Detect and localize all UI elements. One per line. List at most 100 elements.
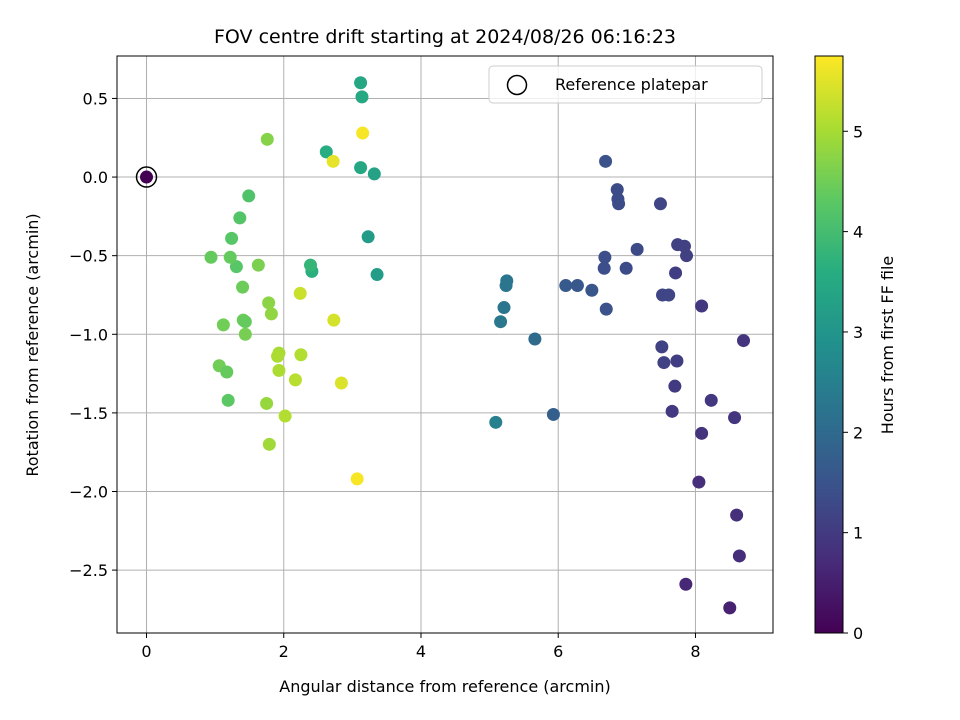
legend: Reference platepar: [488, 65, 763, 104]
data-point: [354, 76, 368, 90]
data-point: [356, 126, 370, 140]
data-point: [669, 266, 683, 280]
x-axis-ticks: 0 2 4 6 8: [141, 633, 701, 661]
plot-frame: [116, 55, 774, 634]
data-point: [260, 132, 274, 146]
y-axis-ticks: 0.5 0.0 −0.5 −1.0 −1.5 −2.0 −2.5: [69, 89, 117, 580]
y-tick-label: 0.5: [83, 89, 108, 108]
data-point: [294, 348, 308, 362]
data-point: [489, 415, 503, 429]
data-point: [599, 154, 613, 168]
data-point: [367, 167, 381, 181]
data-point: [610, 183, 624, 197]
grid: [117, 56, 773, 633]
data-point: [494, 315, 508, 329]
data-point: [730, 508, 744, 522]
reference-marker: [135, 166, 158, 188]
x-tick-label: 6: [553, 642, 563, 661]
x-axis-label: Angular distance from reference (arcmin): [279, 677, 610, 696]
colorbar-ticks: 0 1 2 3 4 5: [843, 122, 863, 643]
data-point: [220, 365, 234, 379]
data-point: [692, 475, 706, 489]
y-tick-label: −0.5: [69, 247, 108, 266]
data-point: [619, 261, 633, 275]
data-point: [655, 340, 669, 354]
data-point: [264, 307, 278, 321]
data-point: [293, 286, 307, 300]
data-point: [361, 230, 375, 244]
colorbar-gradient: [815, 56, 843, 633]
data-point: [736, 334, 750, 348]
data-point: [223, 250, 237, 264]
data-point: [653, 197, 667, 211]
data-point: [598, 250, 612, 264]
data-point: [221, 393, 235, 407]
data-point: [546, 407, 560, 421]
data-point: [238, 327, 252, 341]
colorbar: 0 1 2 3 4 5 Hours from first FF file: [814, 55, 897, 643]
legend-label: Reference platepar: [555, 75, 708, 94]
data-point: [679, 577, 693, 591]
data-point: [326, 154, 340, 168]
data-point: [334, 376, 348, 390]
data-point: [671, 238, 685, 252]
data-point: [585, 283, 599, 297]
data-point: [599, 302, 613, 316]
data-point: [327, 313, 341, 327]
data-point: [225, 231, 239, 245]
data-point: [260, 396, 274, 410]
data-point: [630, 242, 644, 256]
data-point: [204, 250, 218, 264]
data-point: [288, 373, 302, 387]
chart-title: FOV centre drift starting at 2024/08/26 …: [214, 26, 676, 48]
data-point: [238, 315, 252, 329]
data-point: [304, 258, 318, 272]
data-point: [612, 197, 626, 211]
data-point: [355, 90, 369, 104]
data-point: [570, 279, 584, 293]
data-point: [370, 268, 384, 282]
y-tick-label: −1.0: [69, 325, 108, 344]
data-point: [723, 601, 737, 615]
colorbar-tick-label: 3: [853, 323, 863, 342]
data-point: [597, 261, 611, 275]
data-point: [350, 472, 364, 486]
data-point: [262, 296, 276, 310]
data-point: [319, 145, 333, 159]
data-point: [216, 318, 230, 332]
data-point: [242, 189, 256, 203]
y-tick-label: 0.0: [83, 168, 108, 187]
colorbar-label: Hours from first FF file: [878, 256, 897, 435]
legend-box: [488, 65, 763, 104]
data-point: [262, 437, 276, 451]
colorbar-tick-label: 5: [853, 122, 863, 141]
data-point: [499, 279, 513, 293]
x-tick-label: 2: [279, 642, 289, 661]
legend-marker-icon: [506, 74, 528, 96]
data-point: [251, 258, 265, 272]
data-point: [665, 404, 679, 418]
data-point: [695, 426, 709, 440]
colorbar-tick-label: 1: [853, 524, 863, 543]
data-point: [695, 299, 709, 313]
data-point: [140, 170, 154, 184]
data-point: [272, 363, 286, 377]
x-tick-label: 4: [416, 642, 426, 661]
data-point: [233, 211, 247, 225]
colorbar-tick-label: 4: [853, 223, 863, 242]
data-point: [229, 260, 243, 274]
x-tick-label: 8: [690, 642, 700, 661]
data-point: [704, 393, 718, 407]
scatter-points: [135, 76, 750, 615]
data-point: [271, 349, 285, 363]
data-point: [657, 356, 671, 370]
data-point: [278, 409, 292, 423]
data-point: [236, 280, 250, 294]
data-point: [670, 354, 684, 368]
colorbar-tick-label: 0: [853, 624, 863, 643]
data-point: [559, 279, 573, 293]
data-point: [732, 549, 746, 563]
data-point: [528, 332, 542, 346]
data-point: [354, 161, 368, 175]
